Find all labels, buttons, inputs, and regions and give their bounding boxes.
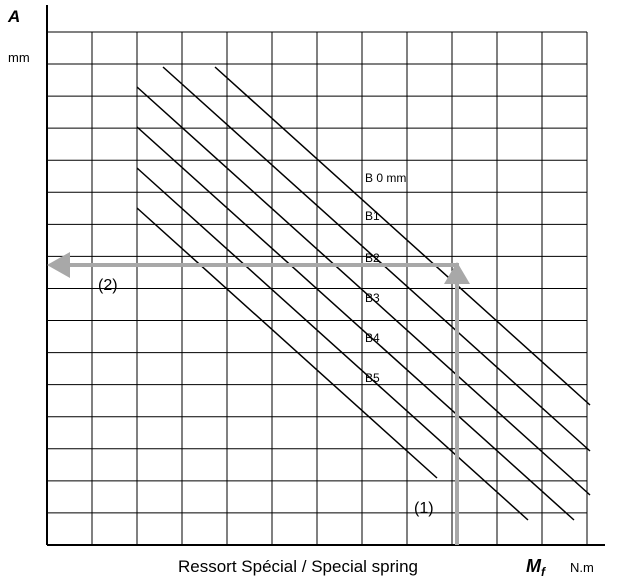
curve [136,126,575,521]
curve-label: B2 [365,251,380,265]
curve [136,86,591,496]
curve [162,66,591,452]
curve-label: B3 [365,291,380,305]
curve-label: B1 [365,209,380,223]
x-axis-unit: N.m [570,560,594,575]
caption: Ressort Spécial / Special spring [178,557,418,576]
arrowhead [47,252,70,278]
curve [136,167,529,521]
y-axis-symbol: A [7,7,20,26]
curve [136,207,438,479]
x-axis-subscript: f [541,565,546,579]
curve-label: B5 [365,371,380,385]
curve-label: B 0 mm [365,171,406,185]
curve-label: B4 [365,331,380,345]
arrow-label: (2) [98,277,118,294]
y-axis-unit: mm [8,50,30,65]
x-axis-symbol: Mf [526,556,546,579]
curve-labels: B 0 mm B1 B2 B3 B4 B5 [365,171,406,385]
arrow-label: (1) [414,500,434,517]
arrowhead [444,262,470,284]
x-axis-symbol-main: M [526,556,542,576]
curve [214,66,591,406]
